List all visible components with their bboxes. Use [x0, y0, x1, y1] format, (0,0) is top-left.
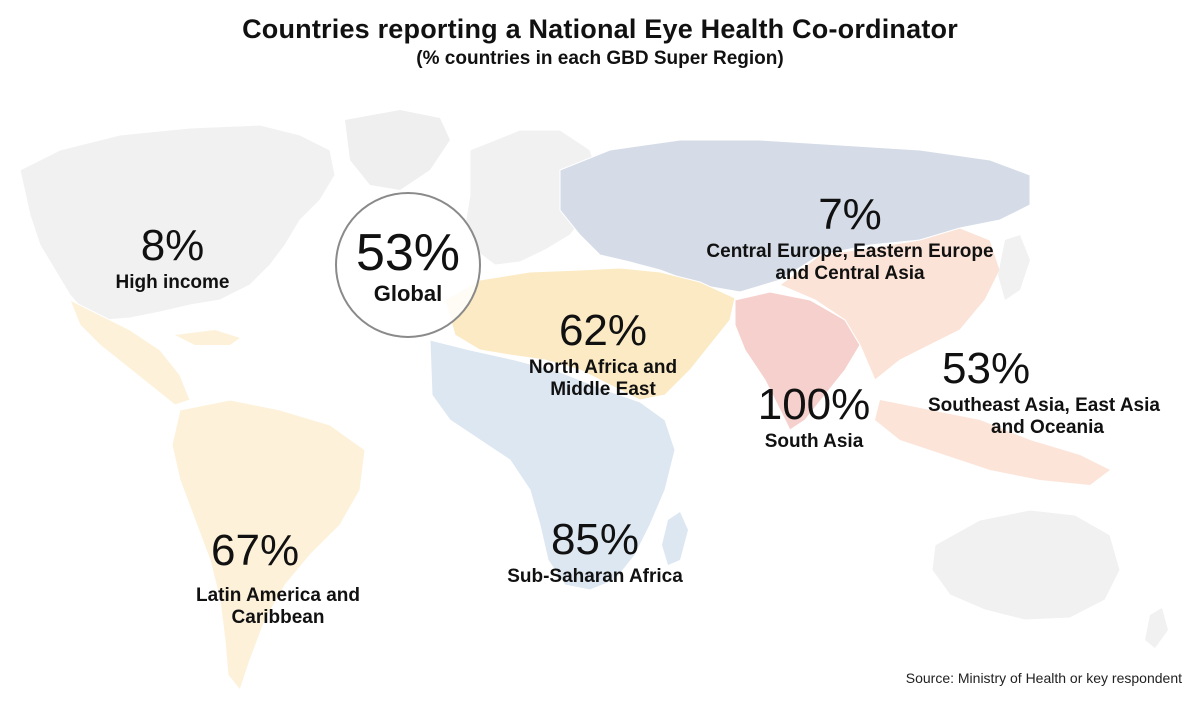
ceeca-percent: 7% — [818, 190, 882, 239]
high-income-name: High income — [115, 272, 230, 293]
south-asia-percent: 100% — [757, 380, 871, 429]
region-caribbean — [175, 330, 240, 345]
region-nafme — [444, 267, 736, 401]
region-maritime-se-asia — [875, 400, 1110, 485]
label-high-income: 8% High income — [100, 224, 245, 294]
label-ceeca: 7% Central Europe, Eastern Europe and Ce… — [680, 193, 1020, 285]
latam-name-line1: Latin America and — [195, 585, 360, 606]
label-seao: 53% Southeast Asia, East Asia and Oceani… — [915, 347, 1195, 439]
region-latam-south — [171, 399, 366, 692]
region-madagascar — [662, 512, 688, 565]
latam-percent: 67% — [211, 526, 300, 575]
high-income-percent: 8% — [140, 221, 205, 270]
label-south-asia: 100% South Asia — [730, 383, 898, 453]
global-badge: 53% Global — [335, 192, 481, 338]
region-australia — [931, 509, 1121, 621]
region-ssa — [429, 339, 676, 591]
region-japan — [998, 235, 1030, 300]
region-greenland — [345, 110, 450, 190]
ssa-percent: 85% — [550, 515, 640, 564]
seao-name-line1: Southeast Asia, East Asia — [928, 395, 1160, 416]
nafme-percent: 62% — [558, 306, 648, 355]
page-title: Countries reporting a National Eye Healt… — [242, 14, 958, 44]
seao-percent: 53% — [942, 344, 1031, 393]
label-latam: 67% Latin America and Caribbean — [178, 529, 378, 629]
ceeca-name-line2: and Central Asia — [775, 262, 925, 284]
label-ssa: 85% Sub-Saharan Africa — [490, 518, 700, 588]
nafme-name-line1: North Africa and — [528, 357, 678, 378]
seao-name-line2: and Oceania — [991, 416, 1104, 438]
south-asia-name: South Asia — [764, 431, 864, 452]
global-percent: 53% — [355, 224, 461, 282]
region-north-america — [19, 124, 336, 321]
nafme-name-line2: Middle East — [550, 378, 656, 400]
region-new-zealand — [1145, 608, 1168, 648]
page-subtitle: (% countries in each GBD Super Region) — [416, 48, 784, 69]
latam-name-line2: Caribbean — [231, 606, 325, 628]
global-label: Global — [373, 281, 443, 306]
region-south-asia — [734, 291, 861, 431]
region-seao — [779, 227, 1001, 381]
region-latam-central — [69, 298, 191, 406]
ssa-name: Sub-Saharan Africa — [507, 566, 683, 587]
ceeca-name-line1: Central Europe, Eastern Europe — [706, 241, 994, 262]
label-nafme: 62% North Africa and Middle East — [505, 309, 701, 401]
source-note: Source: Ministry of Health or key respon… — [905, 670, 1182, 686]
